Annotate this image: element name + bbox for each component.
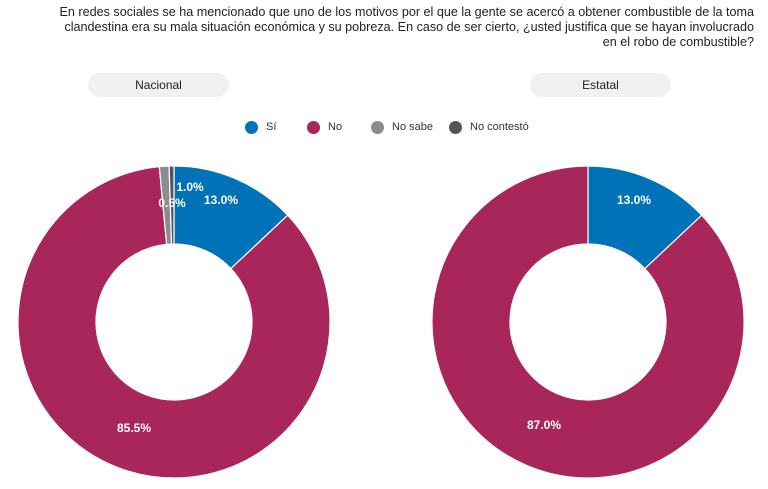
legend-item-si[interactable]: Sí	[245, 118, 276, 136]
legend-label-si: Sí	[266, 121, 277, 133]
legend: Sí No No sabe No contestó	[0, 118, 768, 136]
chart-title-nacional: Nacional	[88, 73, 229, 97]
donut-estatal: 13.0% 87.0%	[431, 165, 745, 479]
legend-label-no: No	[328, 121, 343, 133]
data-label-nacional-0: 13.0%	[204, 193, 238, 207]
question-text: En redes sociales se ha mencionado que u…	[59, 5, 754, 49]
legend-swatch-no-contesto	[449, 120, 462, 134]
data-label-nacional-3: 0.5%	[158, 196, 186, 210]
legend-label-no-sabe: No sabe	[392, 121, 433, 133]
chart-title-estatal: Estatal	[530, 73, 671, 97]
legend-swatch-si	[245, 120, 258, 134]
legend-swatch-no	[307, 120, 320, 134]
legend-item-no[interactable]: No	[307, 118, 342, 136]
slice-nacional-no[interactable]	[17, 166, 331, 479]
legend-item-no-contesto[interactable]: No contestó	[449, 118, 529, 136]
donut-nacional: 13.0% 85.5% 1.0% 0.5%	[17, 165, 331, 479]
data-label-estatal-0: 13.0%	[617, 193, 651, 207]
data-label-estatal-1: 87.0%	[527, 418, 561, 432]
slice-nacional-no-contestó[interactable]	[168, 165, 175, 245]
legend-item-no-sabe[interactable]: No sabe	[371, 118, 433, 136]
legend-label-no-contesto: No contestó	[470, 121, 529, 133]
data-label-nacional-2: 1.0%	[176, 180, 204, 194]
legend-swatch-no-sabe	[371, 120, 384, 134]
data-label-nacional-1: 85.5%	[117, 421, 151, 435]
slice-estatal-no[interactable]	[431, 165, 745, 479]
